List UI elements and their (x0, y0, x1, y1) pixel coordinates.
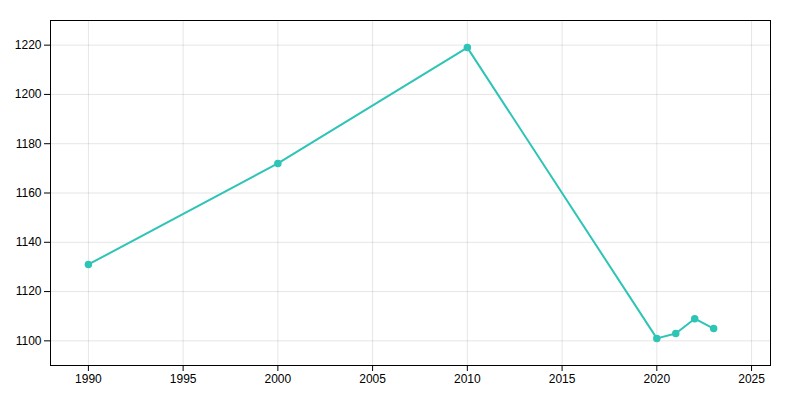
svg-text:2015: 2015 (549, 372, 576, 386)
svg-text:2000: 2000 (265, 372, 292, 386)
svg-text:2010: 2010 (454, 372, 481, 386)
svg-text:2025: 2025 (738, 372, 765, 386)
svg-text:1995: 1995 (170, 372, 197, 386)
svg-text:1220: 1220 (15, 38, 42, 52)
svg-text:1120: 1120 (16, 284, 42, 298)
svg-text:2020: 2020 (643, 372, 670, 386)
svg-text:1160: 1160 (16, 186, 42, 200)
svg-text:1200: 1200 (15, 87, 42, 101)
svg-text:2005: 2005 (359, 372, 386, 386)
svg-text:1180: 1180 (16, 137, 42, 151)
svg-text:1140: 1140 (16, 235, 42, 249)
svg-text:1100: 1100 (16, 334, 42, 348)
svg-text:1990: 1990 (75, 372, 102, 386)
